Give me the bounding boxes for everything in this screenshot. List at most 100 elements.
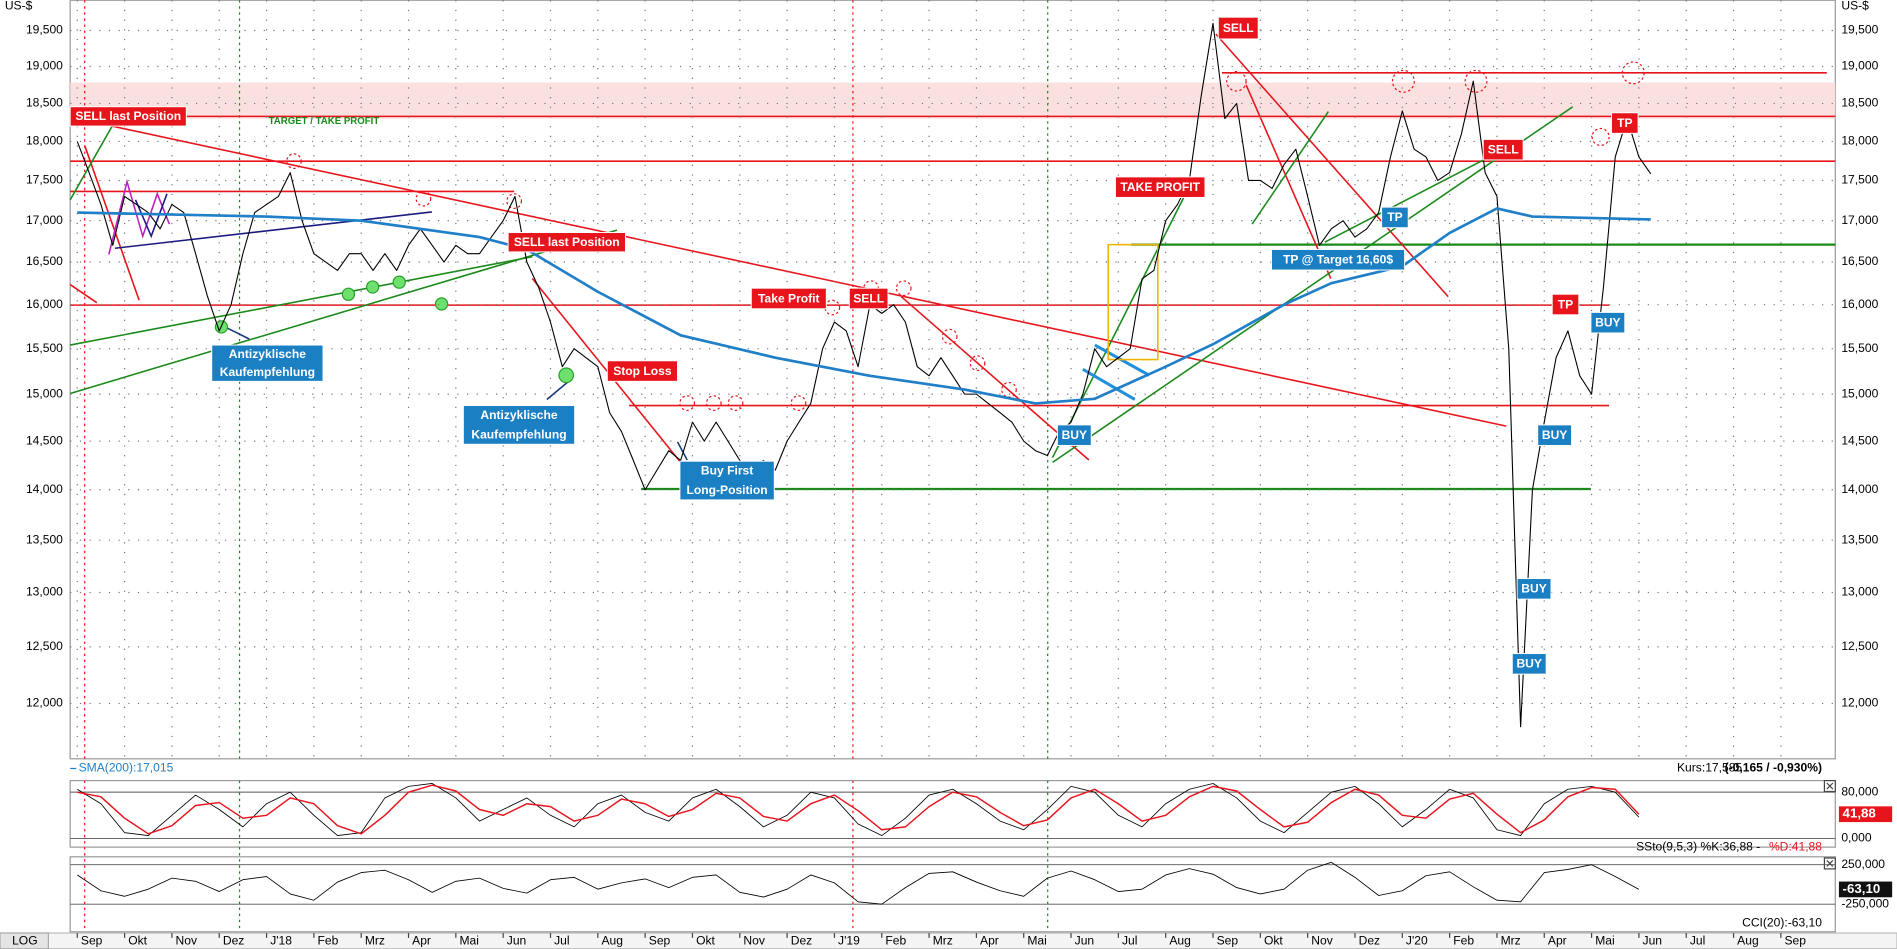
annotation: TAKE PROFIT — [1114, 176, 1206, 198]
x-tick-label: Apr — [980, 934, 999, 948]
annotation: BUY — [1537, 424, 1573, 446]
annotation: SELL — [1217, 16, 1259, 40]
y-tick-label-right: 14,500 — [1841, 433, 1878, 447]
annotation-text: SELL — [1223, 21, 1254, 35]
trend-line — [72, 116, 1507, 427]
trend-line — [69, 283, 98, 304]
annotation: Take Profit — [750, 287, 827, 310]
x-tick-label: Sep — [81, 934, 103, 948]
series-line — [77, 784, 1640, 835]
annotation: SELL — [848, 287, 889, 310]
y-tick-label: 18,000 — [26, 134, 63, 148]
x-tick-label: Okt — [696, 934, 715, 948]
y-tick-label-right: 13,000 — [1841, 585, 1878, 599]
annotation: TARGET / TAKE PROFIT — [269, 116, 380, 127]
series-line — [77, 783, 1640, 836]
y-tick-label: 17,500 — [26, 173, 63, 187]
annotation-box — [462, 405, 576, 445]
annotation-box — [1482, 138, 1524, 161]
trend-line — [69, 120, 116, 201]
highlight-circles — [286, 61, 1645, 411]
annotation-text: BUY — [1542, 428, 1568, 442]
annotation-text: SELL last Position — [75, 109, 181, 123]
trend-line — [83, 145, 140, 301]
y-tick-label-right: 12,500 — [1841, 639, 1878, 653]
x-tick-label: Jun — [1075, 934, 1094, 948]
y-tick-label: 14,000 — [26, 482, 63, 496]
annotation-box — [1537, 424, 1573, 446]
y-tick-label: 16,000 — [26, 297, 63, 311]
annotation-box — [1590, 311, 1626, 334]
annotation: TP — [1381, 206, 1409, 229]
range-box — [1107, 243, 1159, 361]
annotation-text: BUY — [1062, 428, 1088, 442]
y-tick-label: 15,500 — [26, 341, 63, 355]
x-tick-label: Sep — [1217, 934, 1239, 948]
annotation-text: Long-Position — [687, 483, 768, 497]
pattern-line — [108, 178, 171, 255]
y-tick-label-right: 17,000 — [1841, 213, 1878, 227]
circle — [941, 328, 958, 345]
kurs-label: Kurs:17,585 — [1677, 761, 1742, 775]
annotation-text: TP — [1617, 116, 1632, 130]
x-tick-label: Mrz — [933, 934, 953, 948]
dot — [434, 297, 449, 311]
last-value-box — [1838, 881, 1893, 898]
panel-close-icons — [1823, 779, 1836, 870]
x-tick-label: Jun — [507, 934, 526, 948]
x-tick-label: Aug — [1737, 934, 1759, 948]
series-line — [77, 861, 1640, 905]
annotation-text: SELL last Position — [514, 235, 620, 249]
y-tick-label: 16,500 — [26, 254, 63, 268]
y-tick-label-right: 12,000 — [1841, 696, 1878, 710]
annotation-text: Stop Loss — [613, 364, 672, 378]
y-tick-label: 12,500 — [26, 639, 63, 653]
y-tick-label: 14,500 — [26, 433, 63, 447]
x-tick-label: Okt — [1264, 934, 1283, 948]
y-tick-label: 17,000 — [26, 213, 63, 227]
annotation-text: Kaufempfehlung — [471, 427, 566, 441]
annotation-box — [1516, 578, 1552, 600]
annotation-text: Take Profit — [758, 291, 820, 305]
x-tick-label: J'19 — [838, 934, 860, 948]
x-tick-label: Nov — [176, 934, 197, 948]
circle — [1391, 69, 1415, 93]
annotation-text: Antizyklische — [480, 408, 557, 422]
y-tick-label-right: 15,000 — [1841, 386, 1878, 400]
trend-line — [1052, 106, 1574, 464]
circle — [679, 395, 696, 411]
hint-arrow — [224, 326, 250, 340]
annotation-text: Antizyklische — [229, 347, 306, 361]
annotation: Buy First Long-Position — [679, 460, 775, 501]
circle — [790, 395, 807, 411]
y-tick-label-right: 18,500 — [1841, 96, 1878, 110]
annotation: BUY — [1516, 578, 1552, 600]
last-value-label: -63,10 — [1843, 881, 1881, 896]
annotation-text: TAKE PROFIT — [1120, 180, 1200, 194]
circle — [895, 280, 912, 297]
y-tick-label-right: 80,000 — [1841, 784, 1878, 798]
last-value-box — [1838, 806, 1893, 823]
annotation-box — [1610, 112, 1639, 134]
annotation-box — [679, 460, 775, 501]
annotation-box — [69, 106, 187, 127]
annotation-box — [1114, 176, 1206, 198]
x-tick-label: Nov — [1311, 934, 1332, 948]
y-tick-label: 15,000 — [26, 386, 63, 400]
annotation: TP — [1551, 293, 1580, 316]
change-label: (-0,165 / -0,930%) — [1725, 761, 1822, 775]
circle — [1226, 71, 1247, 92]
annotation: BUY — [1590, 311, 1626, 334]
annotation: SELL last Position — [69, 106, 187, 127]
x-tick-label: Jul — [554, 934, 569, 948]
y-tick-label-right: 16,000 — [1841, 297, 1878, 311]
y-tick-label: 12,000 — [26, 696, 63, 710]
annotation: TP @ Target 16,60$ — [1271, 248, 1406, 271]
annotation: TP — [1610, 112, 1639, 134]
dot — [365, 280, 380, 294]
annotation-text: SELL — [1488, 142, 1519, 156]
circle — [705, 395, 722, 411]
circle — [727, 395, 744, 411]
stoch-panel — [69, 779, 1836, 848]
y-tick-label: 13,000 — [26, 585, 63, 599]
